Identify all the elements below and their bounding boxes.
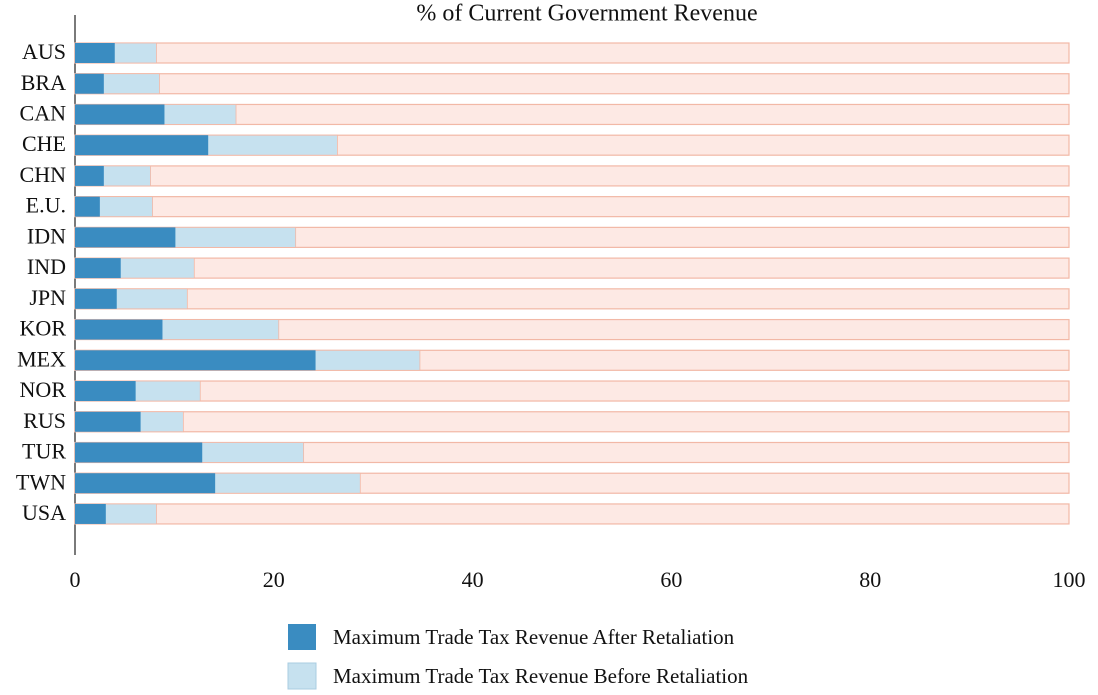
x-tick-label: 80 xyxy=(859,567,881,592)
x-tick-label: 40 xyxy=(462,567,484,592)
legend-swatch xyxy=(288,624,316,650)
bar xyxy=(75,196,100,217)
bar xyxy=(75,319,163,340)
legend-swatch xyxy=(287,662,317,690)
y-tick-label: IND xyxy=(27,254,66,279)
x-tick-label: 60 xyxy=(660,567,682,592)
x-tick-label: 0 xyxy=(70,567,81,592)
bar-track xyxy=(74,288,1070,310)
y-tick-label: CHN xyxy=(20,162,67,187)
y-tick-label: CHE xyxy=(22,131,66,156)
bar xyxy=(75,104,165,125)
bar-track xyxy=(74,257,1070,279)
bar-track xyxy=(74,42,1070,64)
y-tick-label: CAN xyxy=(20,101,67,126)
legend-label: Maximum Trade Tax Revenue Before Retalia… xyxy=(333,664,749,688)
legend: Maximum Trade Tax Revenue After Retaliat… xyxy=(287,624,749,690)
bar xyxy=(75,503,106,524)
bar xyxy=(75,411,141,432)
bar-track xyxy=(74,380,1070,402)
bar-track xyxy=(74,503,1070,525)
bar xyxy=(75,473,216,494)
bar xyxy=(75,350,316,371)
bar xyxy=(75,227,176,248)
y-tick-label: TWN xyxy=(16,469,66,494)
y-tick-label: AUS xyxy=(22,39,66,64)
bar xyxy=(75,43,115,63)
chart-title: % of Current Government Revenue xyxy=(416,1,757,27)
bar-track xyxy=(74,411,1070,433)
bar xyxy=(75,73,104,94)
y-tick-label: JPN xyxy=(29,285,66,310)
y-tick-label: NOR xyxy=(20,377,67,402)
legend-label: Maximum Trade Tax Revenue After Retaliat… xyxy=(333,625,735,649)
x-tick-label: 20 xyxy=(263,567,285,592)
bar-track xyxy=(74,165,1070,187)
bar xyxy=(75,258,121,279)
y-tick-label: E.U. xyxy=(26,193,66,218)
y-tick-label: IDN xyxy=(27,223,66,248)
y-tick-label: MEX xyxy=(17,346,66,371)
y-tick-label: USA xyxy=(22,500,66,525)
bar-track xyxy=(74,196,1070,218)
bar xyxy=(75,381,136,402)
bar xyxy=(75,135,209,156)
bar xyxy=(75,165,104,186)
y-tick-label: KOR xyxy=(20,316,67,341)
bar xyxy=(75,442,203,463)
bar xyxy=(75,288,117,309)
y-tick-label: RUS xyxy=(23,408,66,433)
x-tick-label: 100 xyxy=(1053,567,1086,592)
y-tick-label: TUR xyxy=(22,439,66,464)
bar-track xyxy=(74,73,1070,95)
y-tick-label: BRA xyxy=(21,70,66,95)
